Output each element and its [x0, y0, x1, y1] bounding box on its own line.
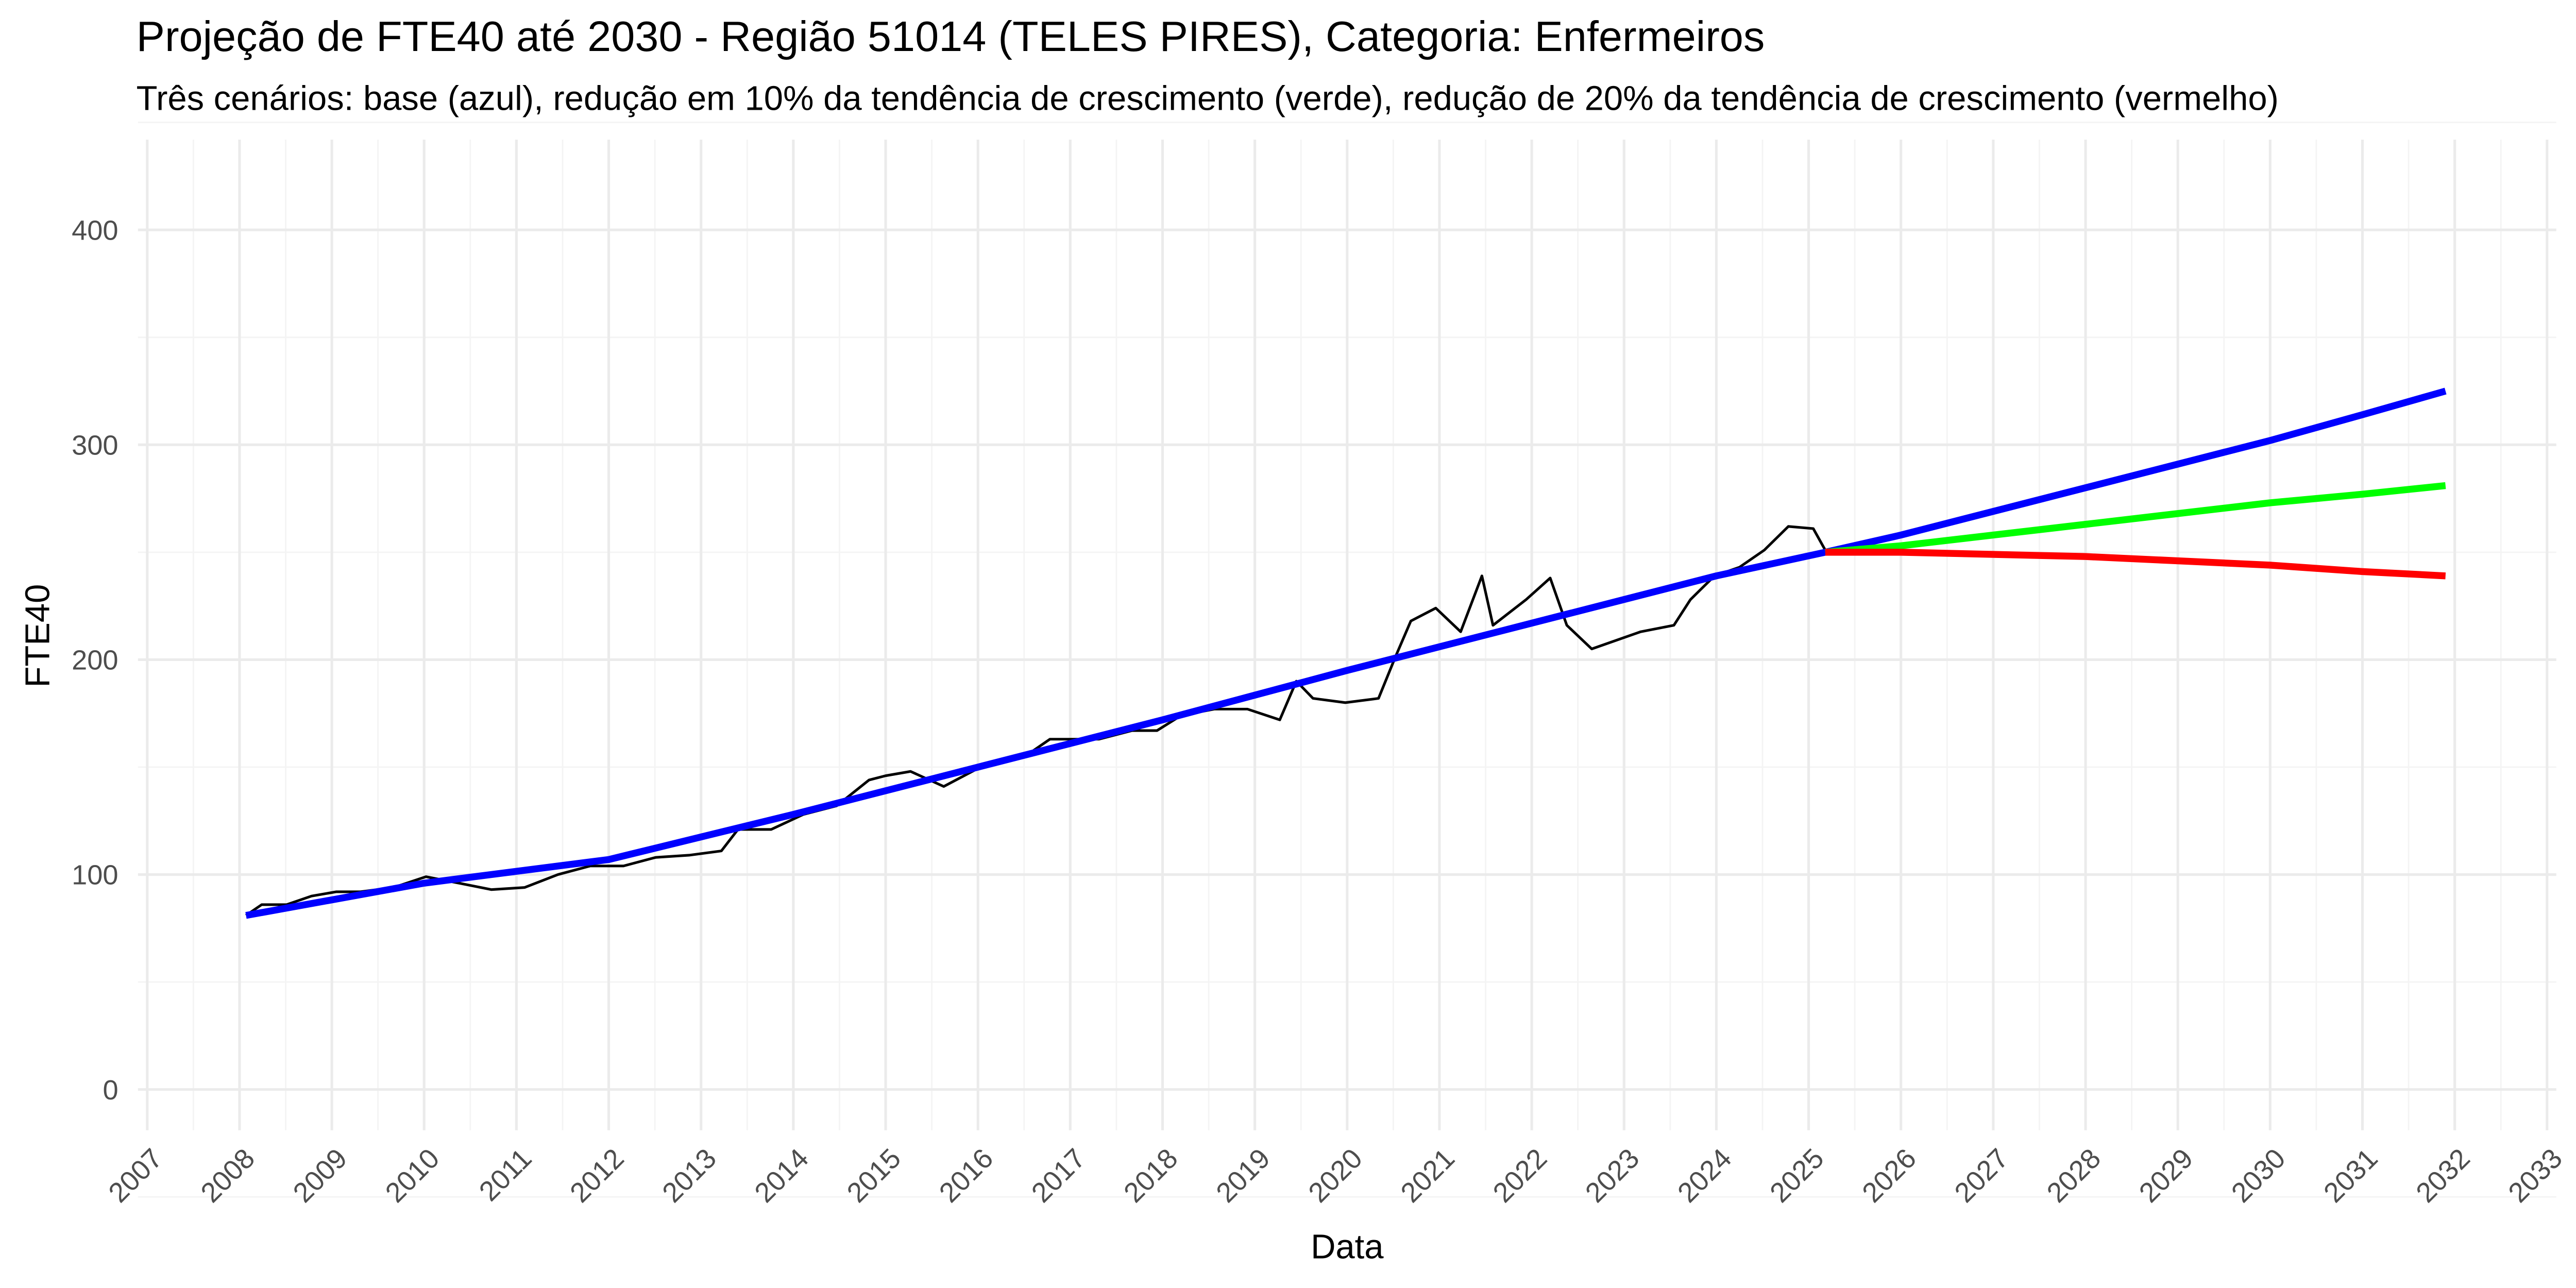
- x-tick-label: 2022: [1487, 1143, 1553, 1209]
- x-tick-label: 2012: [564, 1143, 630, 1209]
- chart-subtitle: Três cenários: base (azul), redução em 1…: [137, 79, 2279, 118]
- y-tick-label: 0: [103, 1075, 118, 1106]
- x-tick-label: 2023: [1580, 1143, 1646, 1209]
- grid: [138, 122, 2556, 1198]
- x-tick-label: 2010: [380, 1143, 446, 1209]
- y-axis-title: FTE40: [19, 584, 57, 688]
- x-tick-label: 2019: [1210, 1143, 1276, 1209]
- x-tick-label: 2033: [2502, 1143, 2568, 1209]
- x-tick-label: 2007: [103, 1143, 168, 1209]
- series-line: [1825, 549, 2446, 580]
- x-tick-label: 2025: [1764, 1143, 1830, 1209]
- x-tick-label: 2032: [2410, 1143, 2476, 1209]
- x-tick-label: 2014: [749, 1143, 815, 1209]
- x-axis-title: Data: [1311, 1228, 1384, 1266]
- x-tick-label: 2015: [841, 1143, 907, 1209]
- x-tick-label: 2027: [1948, 1143, 2014, 1209]
- chart-title: Projeção de FTE40 até 2030 - Região 5101…: [137, 12, 1765, 60]
- x-tick-label: 2021: [1395, 1143, 1461, 1209]
- y-tick-label: 200: [72, 645, 118, 676]
- plot-area: [245, 387, 2447, 919]
- x-tick-label: 2029: [2133, 1143, 2199, 1209]
- x-tick-label: 2026: [1856, 1143, 1922, 1209]
- x-tick-label: 2028: [2041, 1143, 2107, 1209]
- x-tick-label: 2013: [656, 1143, 722, 1209]
- y-tick-label: 400: [72, 215, 118, 246]
- x-tick-label: 2018: [1118, 1143, 1184, 1209]
- y-tick-label: 300: [72, 430, 118, 461]
- x-tick-label: 2020: [1302, 1143, 1368, 1209]
- x-tick-label: 2016: [934, 1143, 999, 1209]
- y-tick-label: 100: [72, 860, 118, 891]
- x-tick-label: 2009: [287, 1143, 353, 1209]
- series-line: [245, 525, 1827, 917]
- x-tick-label: 2008: [195, 1143, 261, 1209]
- x-tick-label: 2017: [1026, 1143, 1092, 1209]
- series-line: [1825, 482, 2446, 556]
- x-tick-label: 2024: [1672, 1143, 1738, 1209]
- series-line: [245, 387, 2447, 919]
- x-tick-label: 2031: [2318, 1143, 2384, 1209]
- x-tick-label: 2030: [2226, 1143, 2292, 1209]
